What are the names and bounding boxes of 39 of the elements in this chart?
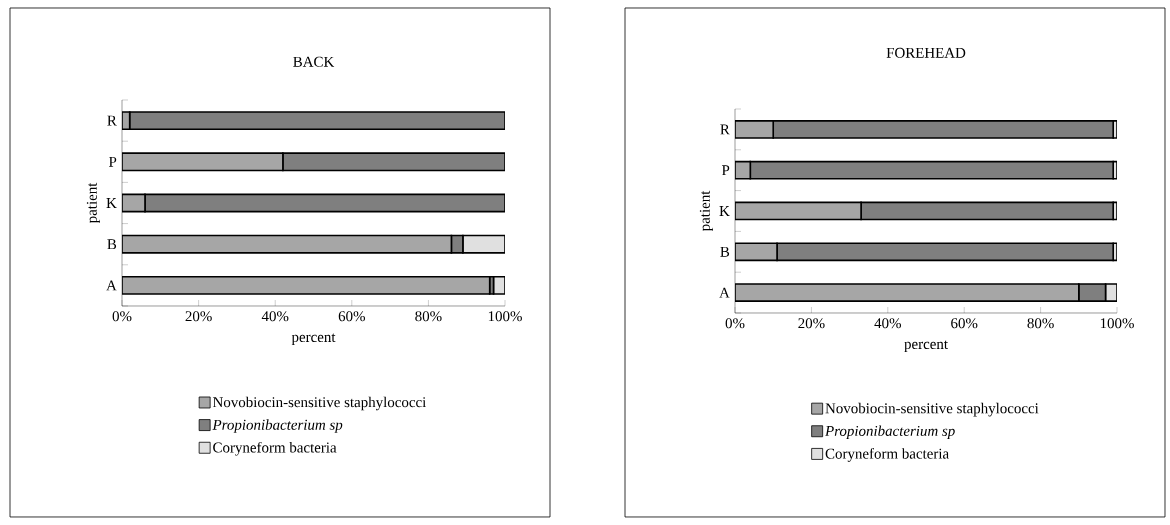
bar: [735, 201, 862, 221]
y-tick-label: K: [719, 206, 730, 216]
legend-label: Novobiocin-sensitive staphylococci: [212, 396, 427, 411]
y-tick-label: P: [108, 156, 117, 167]
bar: [282, 152, 506, 172]
x-tick-label: 0%: [725, 318, 745, 329]
x-tick-label: 80%: [1027, 318, 1054, 329]
x-tick-label: 60%: [951, 318, 978, 329]
legend-label: Coryneform bacteria: [213, 441, 337, 456]
x-tick-label: 80%: [415, 311, 442, 322]
y-tick-label: B: [107, 239, 117, 250]
x-tick-label: 40%: [261, 311, 289, 322]
x-axis-title: percent: [291, 333, 336, 346]
legend-label: Novobiocin-sensitive staphylococci: [825, 402, 1039, 417]
bar: [122, 152, 284, 172]
y-tick-label: K: [106, 198, 117, 208]
bar: [122, 234, 453, 254]
y-tick-label: R: [107, 115, 117, 126]
legend-label: Coryneform bacteria: [825, 448, 949, 462]
x-tick-label: 60%: [338, 311, 365, 322]
x-tick-label: 20%: [185, 311, 212, 322]
x-tick-label: 20%: [798, 318, 825, 329]
legend-label: Propionibacterium sp: [212, 419, 343, 433]
y-axis-title: patient: [699, 190, 713, 232]
x-tick-label: 100%: [1100, 318, 1134, 329]
y-tick-label: R: [720, 124, 730, 135]
x-tick-label: 100%: [488, 311, 522, 322]
legend-label: Propionibacterium sp: [824, 425, 955, 439]
x-tick-label: 0%: [112, 311, 132, 322]
y-tick-label: B: [720, 246, 730, 257]
bar: [144, 193, 506, 213]
y-tick-label: A: [719, 287, 730, 298]
chart-title: BACK: [293, 56, 335, 67]
chart-title: FOREHEAD: [886, 47, 966, 58]
y-axis-title: patient: [86, 182, 100, 224]
y-tick-label: A: [106, 280, 117, 291]
x-tick-label: 40%: [874, 318, 901, 329]
y-tick-label: P: [721, 165, 730, 176]
x-axis-title: percent: [904, 340, 948, 353]
